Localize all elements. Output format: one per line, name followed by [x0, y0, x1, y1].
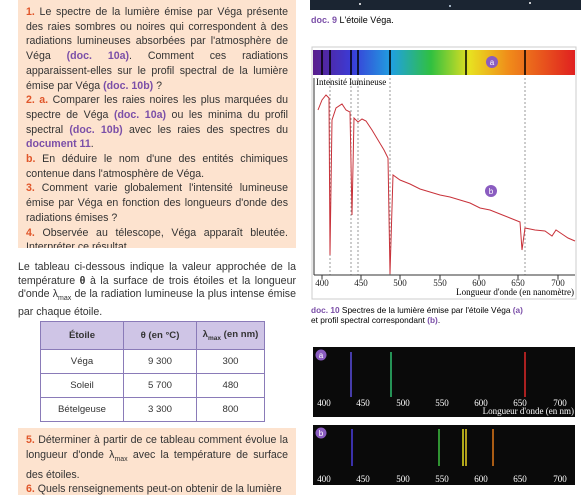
- x-tick-label: 500: [396, 474, 410, 484]
- star: [359, 3, 361, 5]
- table-row: Bételgeuse 3 300 800: [40, 397, 265, 422]
- x-tick-label: 550: [435, 398, 449, 408]
- x-tick-label: 700: [551, 278, 565, 288]
- doc10-caption: doc. 10 Spectres de la lumière émise par…: [311, 305, 523, 325]
- spectral-profile: [317, 94, 576, 275]
- table-cell: Soleil: [40, 373, 124, 398]
- x-axis-label: Longueur d'onde (en nm): [483, 406, 574, 416]
- table-header: Étoile θ (en °C) λmax (en nm): [40, 321, 265, 350]
- x-ticks: 400 450 500 550 600 650 700: [317, 398, 567, 408]
- table-cell: Véga: [40, 349, 124, 374]
- emission-lines: [351, 429, 494, 466]
- emission-spectrum-b: [313, 425, 575, 485]
- x-tick-label: 550: [435, 474, 449, 484]
- table-row: Véga 9 300 300: [40, 349, 265, 374]
- x-tick-label: 400: [315, 278, 329, 288]
- badge: [315, 427, 327, 439]
- x-tick-label: 400: [317, 474, 331, 484]
- badge: [485, 185, 497, 197]
- table-cell: 300: [196, 349, 265, 374]
- x-tick-label: 400: [317, 398, 331, 408]
- star: [449, 5, 451, 7]
- vega-photo: [310, 0, 581, 10]
- x-tick-label: 650: [513, 398, 527, 408]
- question: 6. Quels renseignements peut-on obtenir …: [26, 483, 282, 495]
- table-row: Soleil 5 700 480: [40, 373, 265, 398]
- question: 2. a. Comparer les raies noires les plus…: [26, 94, 288, 151]
- x-tick-label: 700: [553, 474, 567, 484]
- x-tick-label: 600: [472, 278, 486, 288]
- emission-spectrum-a: [313, 347, 575, 417]
- header-cell: λmax (en nm): [196, 321, 265, 350]
- question: 1. Le spectre de la lumière émise par Vé…: [26, 6, 288, 92]
- doc9-caption: doc. 9 L'étoile Véga.: [311, 15, 394, 25]
- x-tick-label: 650: [511, 278, 525, 288]
- x-axis-label: Longueur d'onde (en nanomètre): [456, 287, 574, 297]
- question: 5. Déterminer à partir de ce tableau com…: [26, 434, 288, 481]
- stars-table: Étoile θ (en °C) λmax (en nm) Véga 9 300 3…: [40, 321, 265, 422]
- x-tick-label: 450: [356, 474, 370, 484]
- question: 4. Observée au télescope, Véga apparaît …: [26, 226, 288, 248]
- emission-lines: [350, 352, 526, 397]
- badge: [315, 349, 327, 361]
- absorption-lines: [321, 50, 526, 75]
- x-tick-label: 700: [553, 398, 567, 408]
- header-cell: Étoile: [40, 321, 124, 350]
- x-tick-label: 600: [474, 474, 488, 484]
- table-cell: 3 300: [123, 397, 197, 422]
- x-tick-label: 650: [513, 474, 527, 484]
- table-cell: 9 300: [123, 349, 197, 374]
- star: [529, 2, 531, 4]
- table-cell: Bételgeuse: [40, 397, 124, 422]
- question: 3. Comment varie globalement l'intensité…: [26, 182, 288, 224]
- badge-label: b: [489, 187, 494, 196]
- x-tick-label: 450: [356, 398, 370, 408]
- figure-frame: [311, 46, 577, 300]
- table-cell: 800: [196, 397, 265, 422]
- x-tick-label: 500: [393, 278, 407, 288]
- x-ticks: 400 450 500 550 600 650 700: [317, 474, 567, 484]
- table-cell: 480: [196, 373, 265, 398]
- badge-label: b: [319, 429, 324, 438]
- question: b. En déduire le nom d'une des entités c…: [26, 153, 288, 180]
- header-cell: θ (en °C): [123, 321, 197, 350]
- badge-label: a: [490, 58, 495, 67]
- x-tick-label: 550: [433, 278, 447, 288]
- x-tick-label: 500: [396, 398, 410, 408]
- questions-box: 1. Le spectre de la lumière émise par Vé…: [18, 0, 296, 248]
- table-cell: 5 700: [123, 373, 197, 398]
- y-axis-label: Intensité lumineuse: [316, 77, 386, 87]
- figures: doc. 9 L'étoile Véga. a Intensité lumine…: [310, 0, 581, 485]
- intro-paragraph: Le tableau ci-dessous indique la valeur …: [18, 261, 296, 318]
- badge: [486, 56, 498, 68]
- x-tick-label: 450: [354, 278, 368, 288]
- x-ticks: 400 450 500 550 600 650 700: [315, 275, 565, 288]
- page: {"box1": {"items": [ {"number": "1.", "p…: [18, 0, 581, 495]
- rainbow-spectrum: [313, 50, 575, 75]
- x-tick-label: 600: [474, 398, 488, 408]
- badge-label: a: [319, 351, 324, 360]
